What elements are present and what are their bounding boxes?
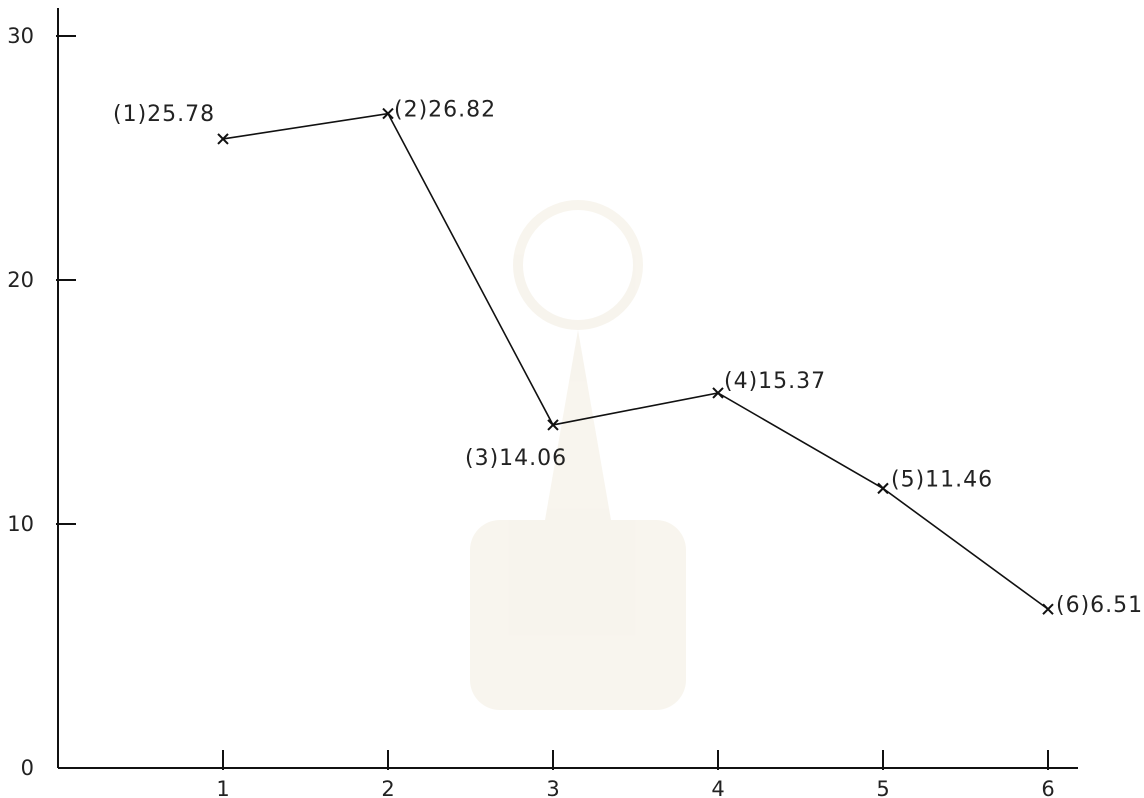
- labels-layer: (1)25.78 (2)26.82 (3)14.06 (4)15.37 (5)11.46…: [113, 98, 1143, 619]
- y-tick-label: 0: [21, 756, 34, 780]
- data-point-marker: [217, 133, 229, 145]
- y-tick-label: 30: [7, 24, 34, 48]
- x-tick-label: 6: [1041, 777, 1054, 798]
- data-point-marker: [712, 387, 724, 399]
- x-tick-label: 1: [216, 777, 229, 798]
- data-label: (5)11.46: [891, 467, 993, 492]
- data-point-marker: [877, 482, 889, 495]
- data-label: (6)6.51: [1056, 593, 1143, 618]
- watermark-emblem: [470, 200, 686, 710]
- data-point-marker: [382, 107, 394, 120]
- series-line: [222, 112, 1049, 610]
- x-tick-label: 4: [711, 777, 724, 798]
- data-point-marker: [547, 419, 559, 431]
- axes: 0 10 20 30 1 2 3 4 5 6: [7, 8, 1078, 798]
- data-label: (1)25.78: [113, 102, 215, 127]
- series-layer: [217, 107, 1054, 615]
- x-tick-label: 5: [876, 777, 889, 798]
- x-tick-label: 3: [546, 777, 559, 798]
- data-label: (2)26.82: [394, 98, 496, 123]
- y-tick-label: 20: [7, 268, 34, 292]
- data-point-marker: [1042, 603, 1054, 615]
- x-tick-label: 2: [381, 777, 394, 798]
- data-label: (4)15.37: [724, 369, 826, 394]
- y-tick-label: 10: [7, 512, 34, 536]
- data-label: (3)14.06: [465, 446, 567, 471]
